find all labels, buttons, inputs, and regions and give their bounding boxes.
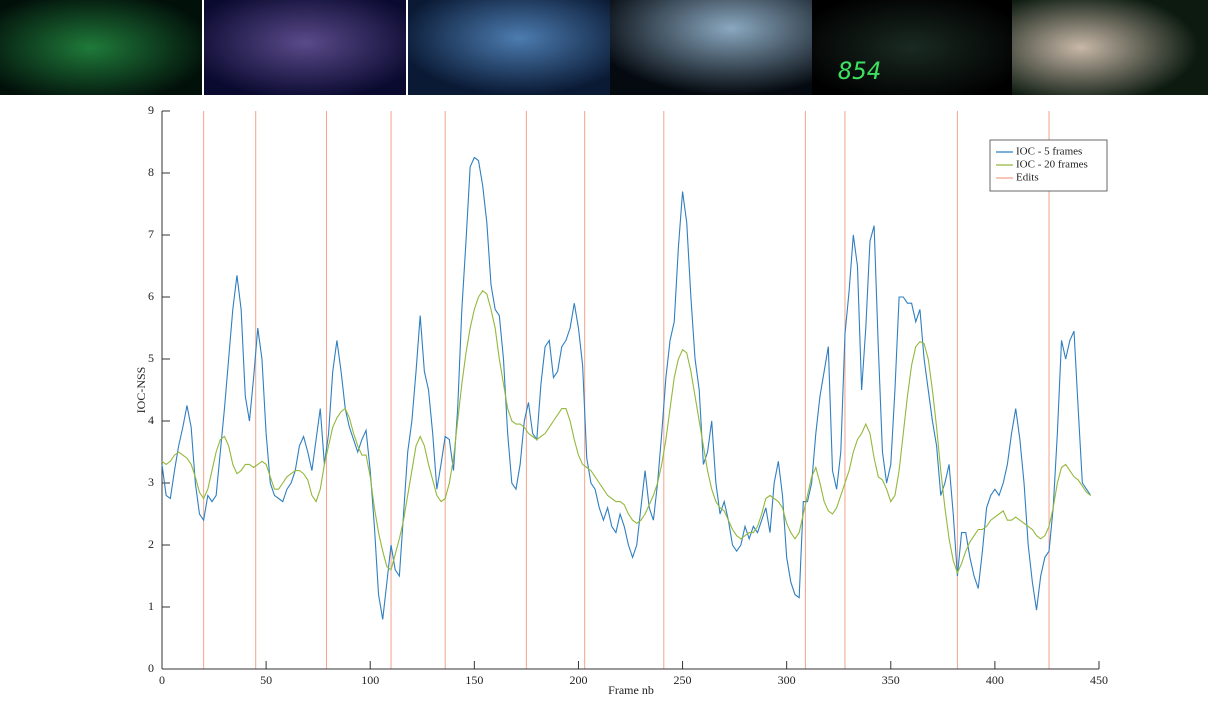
y-tick-label: 1 — [148, 599, 154, 613]
x-tick-label: 250 — [674, 673, 692, 687]
thumbnail — [204, 0, 406, 95]
thumbnail-strip: 854 — [0, 0, 1208, 95]
y-tick-label: 0 — [148, 661, 154, 675]
thumbnail — [1012, 0, 1208, 95]
x-tick-label: 450 — [1090, 673, 1108, 687]
thumbnail — [0, 0, 202, 95]
legend-label: Edits — [1016, 172, 1039, 184]
thumbnail — [610, 0, 812, 95]
x-tick-label: 300 — [778, 673, 796, 687]
x-tick-label: 150 — [465, 673, 483, 687]
y-tick-label: 6 — [148, 289, 154, 303]
thumbnail — [408, 0, 610, 95]
thumbnail — [812, 0, 1012, 95]
series-line — [161, 290, 1091, 575]
x-tick-label: 200 — [569, 673, 587, 687]
x-tick-label: 400 — [986, 673, 1004, 687]
legend-label: IOC - 5 frames — [1016, 146, 1082, 158]
y-tick-label: 9 — [148, 103, 154, 117]
x-tick-label: 100 — [361, 673, 379, 687]
clock-text: 854 — [838, 57, 881, 85]
x-tick-label: 50 — [260, 673, 272, 687]
y-tick-label: 8 — [148, 165, 154, 179]
x-axis-label: Frame nb — [608, 683, 654, 697]
y-tick-label: 2 — [148, 537, 154, 551]
y-tick-label: 3 — [148, 475, 154, 489]
x-tick-label: 350 — [882, 673, 900, 687]
y-tick-label: 4 — [148, 413, 154, 427]
legend-label: IOC - 20 frames — [1016, 159, 1088, 171]
x-tick-label: 0 — [159, 673, 165, 687]
y-tick-label: 7 — [148, 227, 154, 241]
y-axis-label: IOC-NSS — [134, 367, 148, 414]
series-line — [161, 156, 1092, 620]
y-tick-label: 5 — [148, 351, 154, 365]
